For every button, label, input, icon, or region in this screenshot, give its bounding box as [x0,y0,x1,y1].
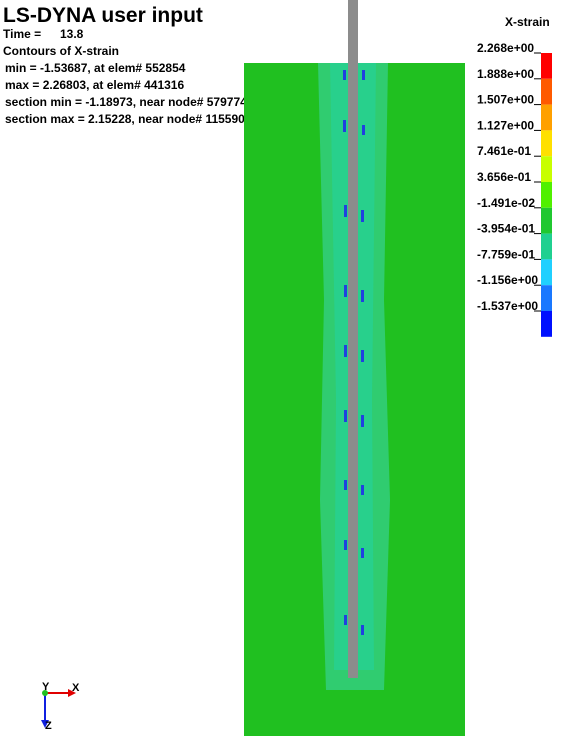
axis-z-label: Z [45,720,52,732]
legend-label: -1.537e+00 [477,299,538,313]
contours: Contours of X-strain [3,44,119,58]
max-info: max = 2.26803, at elem# 441316 [5,78,184,92]
legend-label: -1.491e-02 [477,196,535,210]
axis-triad: Y X Z [41,681,80,732]
title: LS-DYNA user input [3,4,203,27]
legend-swatch [541,311,552,337]
legend-swatch [541,78,552,105]
legend-label: 2.268e+00 [477,41,534,55]
section-min: section min = -1.18973, near node# 57977… [5,95,247,109]
legend-swatch [541,285,552,311]
legend-swatch [541,259,552,286]
legend-swatch [541,182,552,208]
strain-spots [343,70,365,635]
legend-label: 3.656e-01 [477,170,531,184]
legend-swatch [541,130,552,157]
legend-swatch [541,156,552,182]
axis-y-label: Y [42,681,50,693]
legend-label: 7.461e-01 [477,144,531,158]
legend-swatch [541,207,552,234]
section-max: section max = 2.15228, near node# 115590 [5,112,245,126]
legend-label: 1.507e+00 [477,93,534,107]
legend-label: -1.156e+00 [477,273,538,287]
time-label: Time = [3,27,41,41]
pile [348,0,358,678]
legend-label: 1.127e+00 [477,118,534,132]
legend-swatch [541,233,552,260]
legend: X-strain 2.268e+00 1.888e+00 1.507e+00 1.12… [477,15,552,337]
time-value: 13.8 [60,27,84,41]
legend-swatch [541,53,552,79]
legend-label: 1.888e+00 [477,67,534,81]
model [244,0,465,736]
min-info: min = -1.53687, at elem# 552854 [5,61,186,75]
legend-swatch [541,104,552,131]
legend-label: -3.954e-01 [477,222,535,236]
legend-title: X-strain [505,15,550,29]
legend-label: -7.759e-01 [477,247,535,261]
axis-x-label: X [72,682,80,694]
